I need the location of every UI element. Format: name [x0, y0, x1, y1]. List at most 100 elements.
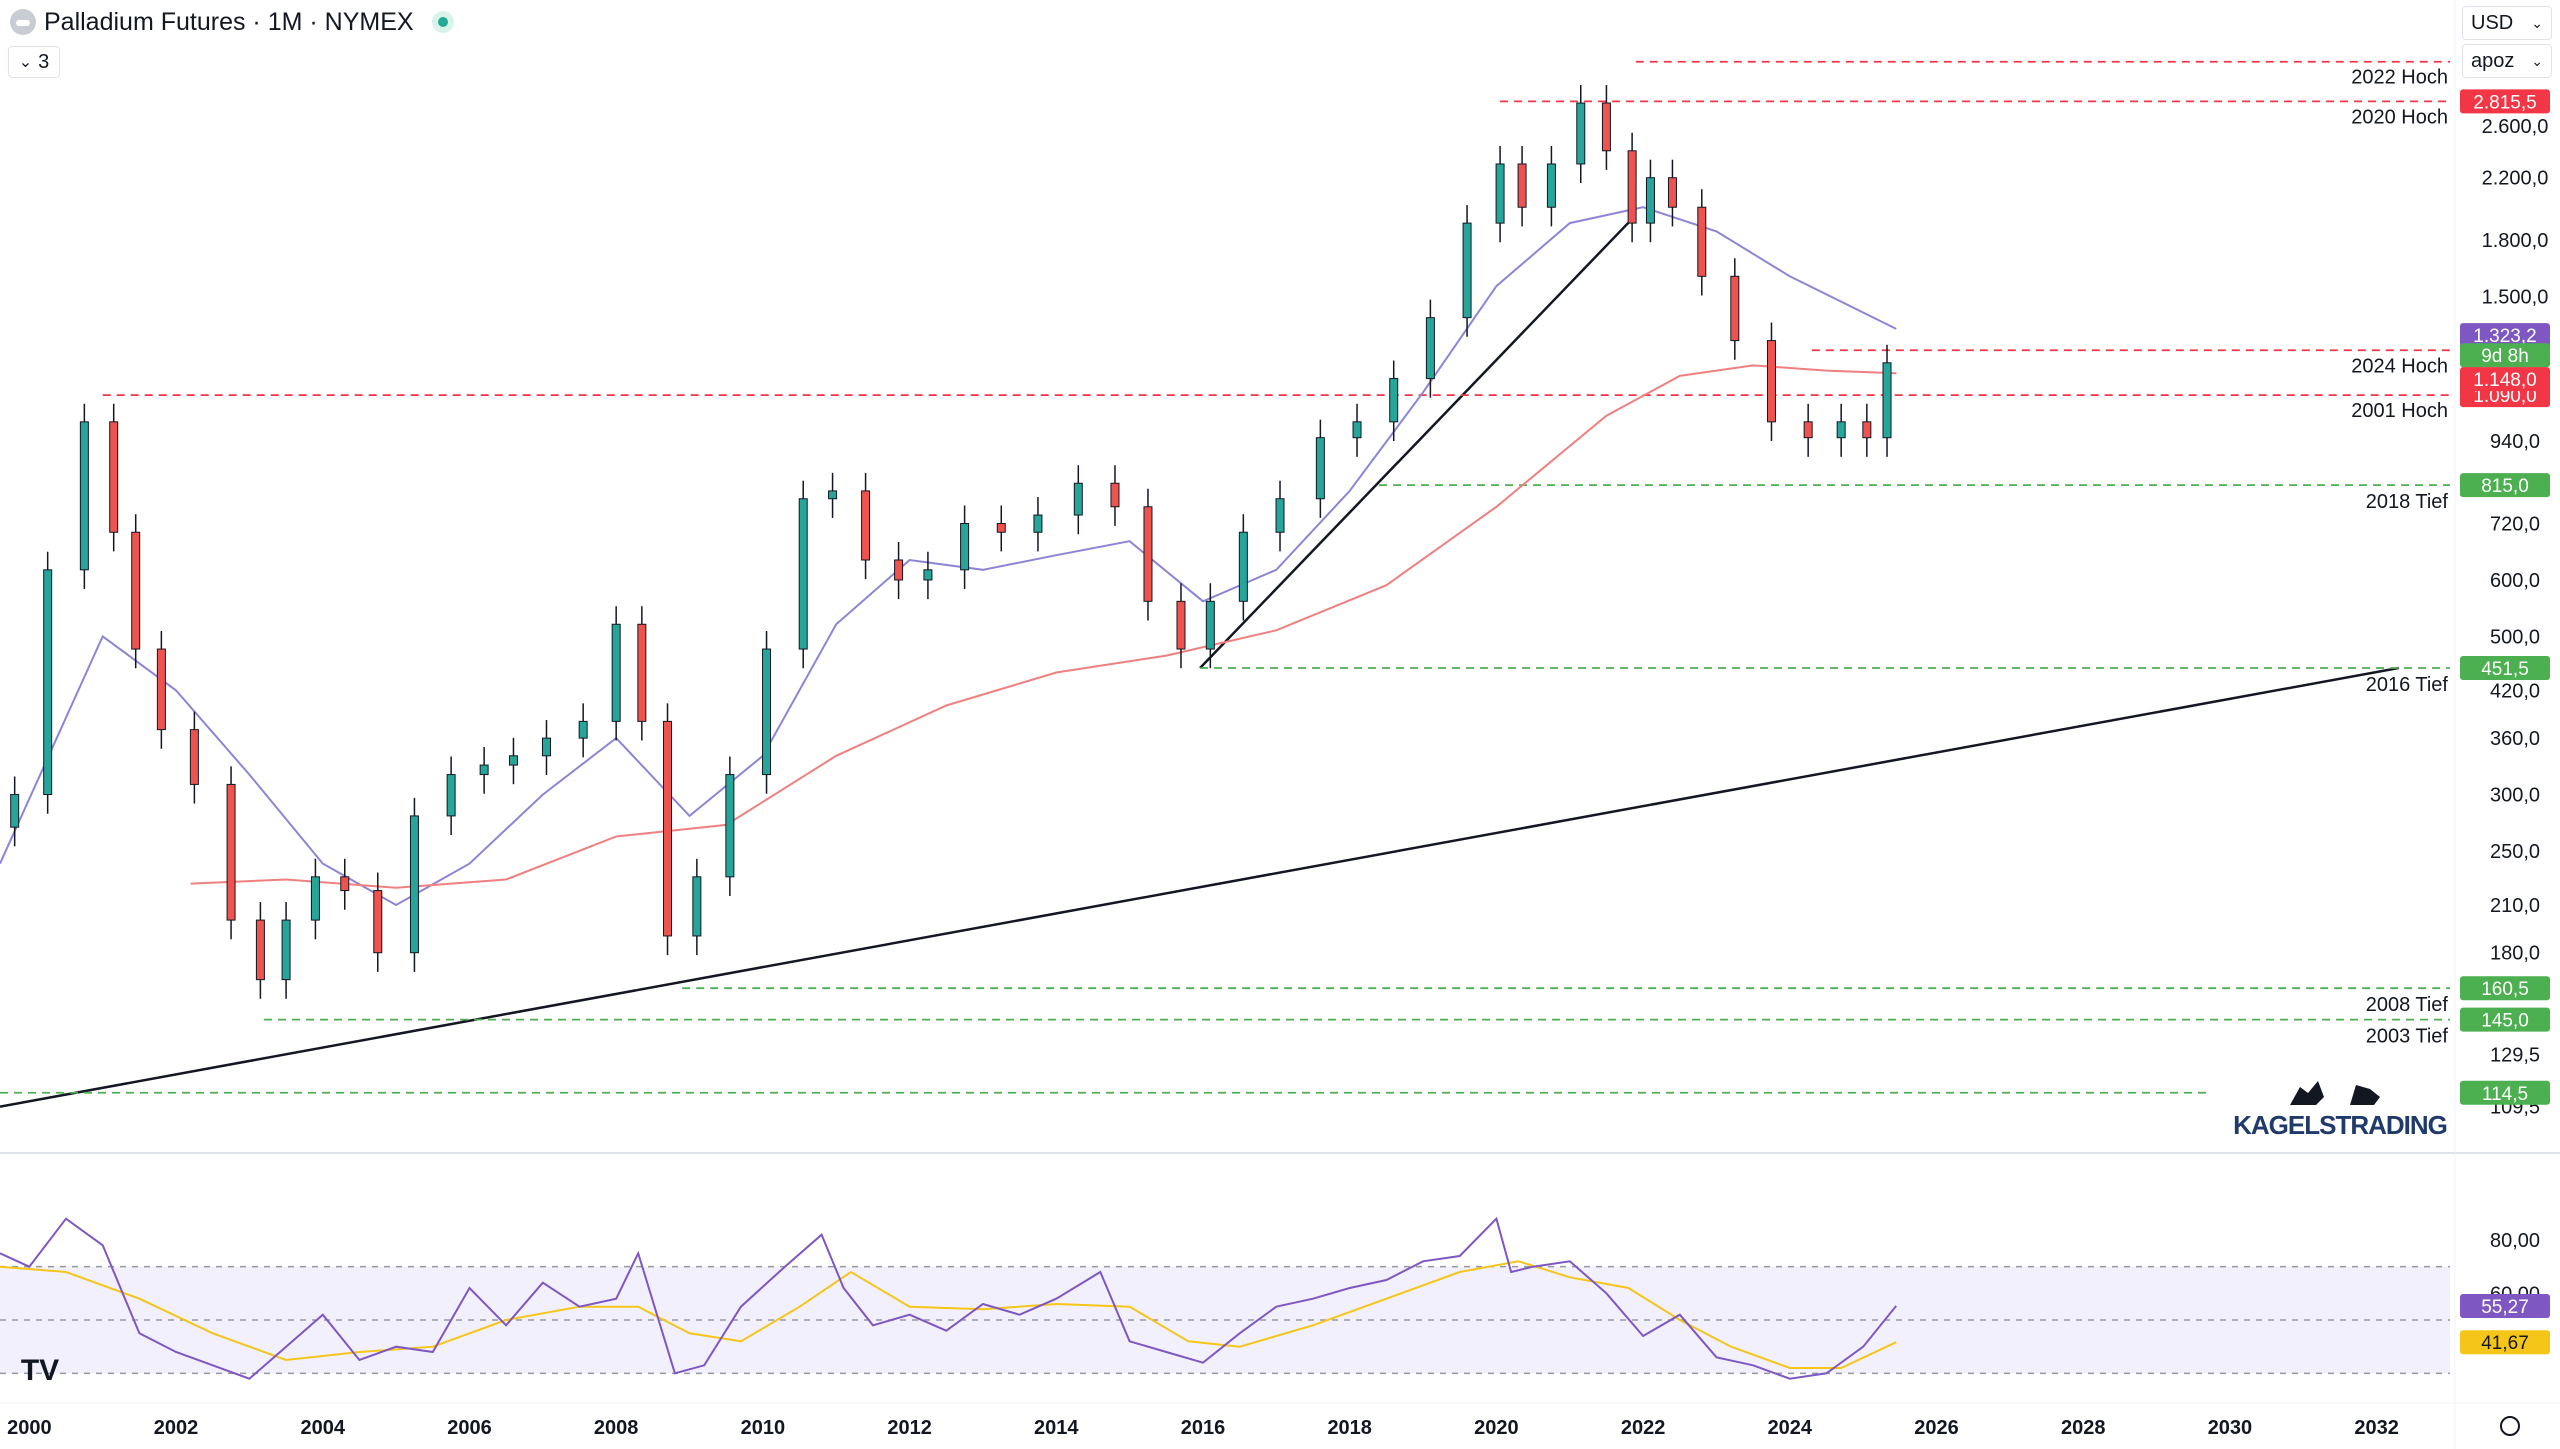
candle[interactable]: [1803, 421, 1813, 439]
candle[interactable]: [1315, 437, 1325, 500]
chevron-down-icon: ⌄: [18, 54, 33, 71]
candle[interactable]: [10, 794, 20, 828]
candle[interactable]: [1495, 163, 1505, 224]
trendline-1: [0, 666, 2399, 1108]
candle[interactable]: [340, 876, 350, 892]
candle[interactable]: [446, 774, 456, 817]
candle[interactable]: [479, 764, 489, 776]
level-label: 2018 Tief: [2366, 491, 2449, 513]
price-tick-label: 180,0: [2490, 943, 2540, 965]
candle[interactable]: [1697, 206, 1707, 277]
candle[interactable]: [255, 919, 265, 981]
price-tick-label: 250,0: [2490, 841, 2540, 863]
candle[interactable]: [1033, 514, 1043, 533]
candle[interactable]: [1667, 177, 1677, 208]
candle[interactable]: [1389, 378, 1399, 423]
candle[interactable]: [1546, 163, 1556, 208]
candle[interactable]: [156, 648, 166, 731]
level-badge: 1.090,0: [2473, 386, 2536, 407]
candle[interactable]: [310, 876, 320, 921]
candle[interactable]: [1143, 506, 1153, 602]
candle[interactable]: [1766, 340, 1776, 423]
candle[interactable]: [1517, 163, 1527, 208]
indicators-collapse-button[interactable]: ⌄ 3: [8, 46, 60, 78]
candle[interactable]: [578, 720, 588, 739]
candle[interactable]: [43, 569, 53, 796]
time-tick-label: 2014: [1034, 1417, 1079, 1439]
scale-dropdown[interactable]: apoz ⌄: [2462, 44, 2552, 78]
candle[interactable]: [1730, 275, 1740, 342]
price-tick-label: 2.200,0: [2482, 168, 2549, 190]
candle[interactable]: [1110, 482, 1120, 508]
candle[interactable]: [611, 623, 621, 722]
rsi-ma-line: [0, 1260, 1897, 1369]
candle[interactable]: [281, 919, 291, 981]
candle[interactable]: [1352, 421, 1362, 439]
price-tick-label: 210,0: [2490, 895, 2540, 917]
candle[interactable]: [109, 421, 119, 533]
currency-value: USD: [2471, 11, 2514, 34]
level-badge-bg: [2460, 1007, 2550, 1032]
time-tick-label: 2010: [741, 1417, 786, 1439]
candle[interactable]: [1862, 421, 1872, 439]
candle[interactable]: [409, 815, 419, 954]
candle[interactable]: [1238, 531, 1248, 602]
level-label: 2022 Hoch: [2351, 67, 2448, 89]
candle[interactable]: [1601, 102, 1611, 152]
candle[interactable]: [1205, 600, 1215, 650]
price-tick-label: 360,0: [2490, 728, 2540, 750]
candle[interactable]: [1425, 317, 1435, 380]
candle[interactable]: [762, 648, 772, 776]
price-tick-label: 500,0: [2490, 626, 2540, 648]
candle[interactable]: [79, 421, 89, 571]
rsi-tick-label: 80,00: [2490, 1230, 2540, 1252]
level-badge-bg: [2460, 1080, 2550, 1105]
candle[interactable]: [189, 729, 199, 785]
price-tick-label: 1.500,0: [2482, 286, 2549, 308]
candle[interactable]: [1462, 222, 1472, 319]
candle[interactable]: [1576, 102, 1586, 165]
candle[interactable]: [1073, 482, 1083, 516]
time-tick-label: 2006: [447, 1417, 492, 1439]
candle[interactable]: [894, 559, 904, 581]
candle[interactable]: [1645, 177, 1655, 224]
candle[interactable]: [508, 755, 518, 766]
level-badge: 815,0: [2481, 476, 2529, 497]
candle[interactable]: [1836, 421, 1846, 439]
scale-value: apoz: [2471, 49, 2515, 72]
time-tick-label: 2032: [2354, 1417, 2399, 1439]
candle[interactable]: [226, 783, 236, 921]
price-tick-label: 2.600,0: [2482, 116, 2549, 138]
symbol-title[interactable]: Palladium Futures · 1M · NYMEX: [44, 7, 414, 36]
price-tick-label: 1.800,0: [2482, 230, 2549, 252]
currency-dropdown[interactable]: USD ⌄: [2462, 6, 2552, 40]
candle[interactable]: [637, 623, 647, 722]
level-badge: 114,5: [2482, 1084, 2528, 1105]
candle[interactable]: [1627, 150, 1637, 224]
gear-icon[interactable]: [2500, 1416, 2520, 1436]
price-badge-bg: [2460, 323, 2550, 348]
candle[interactable]: [996, 523, 1006, 533]
candle[interactable]: [960, 523, 970, 571]
candle[interactable]: [861, 490, 871, 561]
price-tick-label: 940,0: [2490, 431, 2540, 453]
level-badge-bg: [2460, 473, 2550, 498]
candle[interactable]: [663, 720, 673, 937]
candle[interactable]: [1882, 362, 1892, 439]
candle[interactable]: [725, 774, 735, 878]
candle[interactable]: [923, 569, 933, 581]
candle[interactable]: [798, 498, 808, 650]
price-tick-label: 600,0: [2490, 570, 2540, 592]
candle[interactable]: [1275, 498, 1285, 533]
time-tick-label: 2018: [1327, 1417, 1372, 1439]
chevron-down-icon: ⌄: [2531, 52, 2543, 69]
candle[interactable]: [131, 531, 141, 650]
candle[interactable]: [541, 737, 551, 757]
candle[interactable]: [828, 490, 838, 500]
time-tick-label: 2000: [7, 1417, 52, 1439]
rsi-ma-badge-bg: [2460, 1330, 2550, 1355]
candle[interactable]: [1176, 600, 1186, 650]
candle[interactable]: [692, 876, 702, 937]
candle[interactable]: [373, 890, 383, 954]
